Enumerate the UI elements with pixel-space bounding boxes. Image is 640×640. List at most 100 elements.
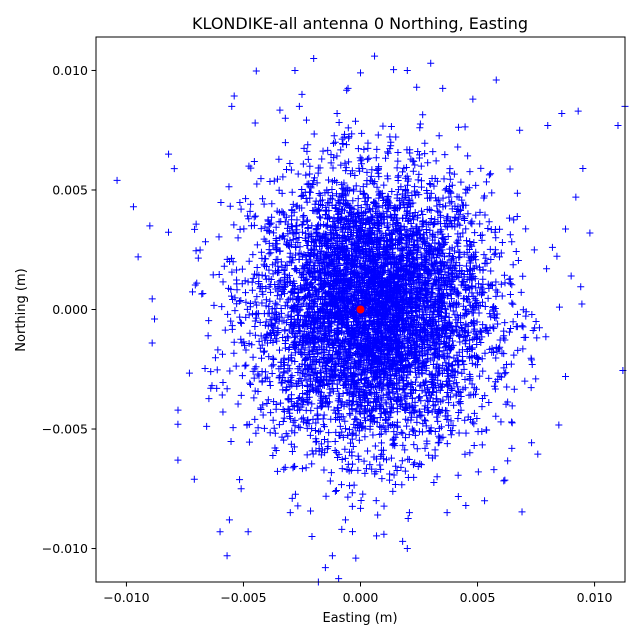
data-point — [398, 168, 406, 176]
data-point — [300, 212, 308, 220]
data-point — [501, 476, 509, 484]
data-point — [236, 476, 244, 484]
data-point — [424, 159, 432, 167]
data-point — [463, 237, 471, 245]
data-point — [410, 441, 418, 449]
data-point — [224, 310, 232, 318]
data-point — [242, 361, 250, 369]
data-point — [252, 212, 260, 220]
data-point — [288, 188, 296, 196]
data-point — [351, 117, 359, 125]
data-point — [311, 295, 319, 303]
data-point — [528, 356, 536, 364]
data-point — [373, 210, 381, 218]
data-point — [246, 329, 254, 337]
data-point — [246, 299, 254, 307]
data-point — [233, 286, 241, 294]
data-point — [490, 348, 498, 356]
data-point — [260, 200, 268, 208]
data-point — [288, 494, 296, 502]
data-point — [335, 575, 343, 583]
data-point — [260, 262, 268, 270]
data-point — [421, 150, 429, 158]
data-point — [461, 450, 469, 458]
data-point — [257, 248, 265, 256]
data-point — [245, 257, 253, 265]
data-point — [242, 346, 250, 354]
data-point — [194, 254, 202, 262]
data-point — [219, 408, 227, 416]
data-point — [300, 397, 308, 405]
data-point — [413, 248, 421, 256]
data-point — [528, 439, 536, 447]
data-point — [165, 228, 173, 236]
data-point — [324, 146, 332, 154]
data-point — [215, 270, 223, 278]
data-point — [272, 405, 280, 413]
data-point — [498, 239, 506, 247]
data-point — [344, 493, 352, 501]
data-point — [487, 170, 495, 178]
data-point — [373, 145, 381, 153]
data-point — [360, 457, 368, 465]
data-point — [462, 429, 470, 437]
data-point — [501, 319, 509, 327]
data-point — [492, 378, 500, 386]
data-point — [342, 141, 350, 149]
data-point — [262, 284, 270, 292]
data-point — [484, 224, 492, 232]
data-point — [205, 395, 213, 403]
data-point — [253, 241, 261, 249]
data-point — [360, 189, 368, 197]
chart-title: KLONDIKE-all antenna 0 Northing, Easting — [192, 14, 528, 33]
data-point — [354, 202, 362, 210]
data-point — [354, 145, 362, 153]
data-point — [258, 299, 266, 307]
data-point — [247, 381, 255, 389]
data-point — [265, 250, 273, 258]
data-point — [286, 159, 294, 167]
data-point — [380, 502, 388, 510]
data-point — [251, 331, 259, 339]
data-point — [279, 232, 287, 240]
data-point — [514, 310, 522, 318]
data-point — [335, 450, 343, 458]
data-point — [398, 457, 406, 465]
data-point — [342, 164, 350, 172]
data-point — [417, 177, 425, 185]
data-point — [193, 279, 201, 287]
data-point — [535, 324, 543, 332]
data-point — [480, 251, 488, 259]
data-point — [519, 345, 527, 353]
data-point — [257, 225, 265, 233]
data-point — [250, 158, 258, 166]
data-point — [409, 167, 417, 175]
data-point — [264, 227, 272, 235]
data-point — [357, 496, 365, 504]
data-point — [259, 411, 267, 419]
data-point — [330, 387, 338, 395]
data-point — [512, 248, 520, 256]
data-point — [295, 249, 303, 257]
data-point — [471, 229, 479, 237]
data-point — [331, 437, 339, 445]
data-point — [298, 415, 306, 423]
data-point — [393, 164, 401, 172]
data-point — [468, 289, 476, 297]
data-point — [278, 189, 286, 197]
data-point — [294, 502, 302, 510]
data-point — [218, 350, 226, 358]
data-point — [488, 189, 496, 197]
data-point — [210, 301, 218, 309]
points-layer — [113, 52, 629, 586]
data-point — [518, 508, 526, 516]
data-point — [430, 479, 438, 487]
data-point — [331, 487, 339, 495]
data-point — [299, 213, 307, 221]
data-point — [357, 504, 365, 512]
data-point — [299, 389, 307, 397]
data-point — [275, 421, 283, 429]
data-point — [271, 429, 279, 437]
data-point — [273, 467, 281, 475]
data-point — [492, 314, 500, 322]
